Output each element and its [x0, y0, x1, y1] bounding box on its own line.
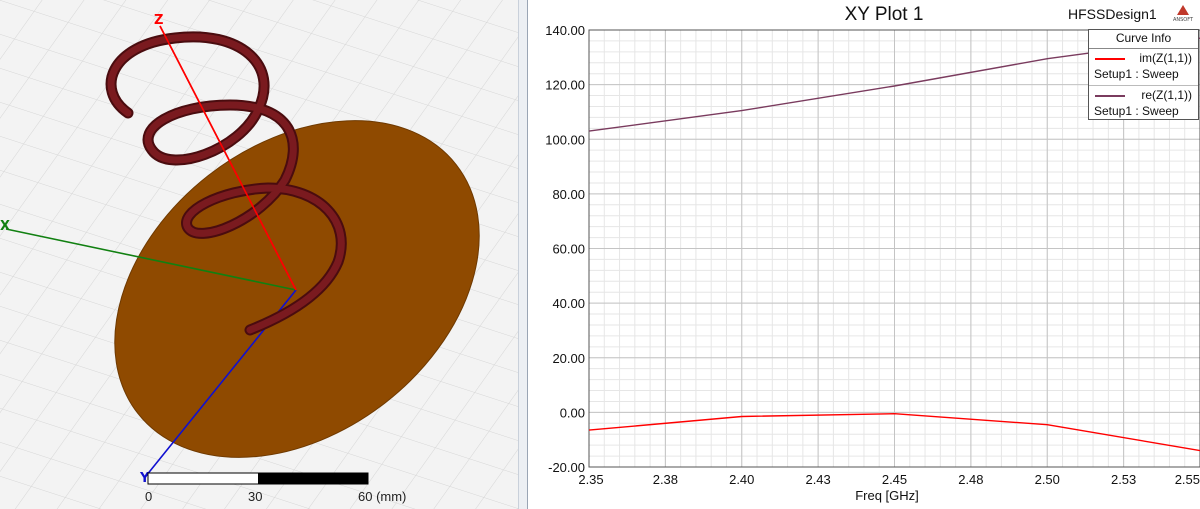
plot-grid: [588, 29, 1200, 468]
xy-plot-chart[interactable]: XY Plot 1 HFSSDesign1 ANSOFT 140.00 120.0…: [528, 0, 1200, 509]
scale-bar: [147, 472, 369, 485]
x-tick-label: 2.48: [958, 472, 983, 487]
svg-text:ANSOFT: ANSOFT: [1173, 17, 1194, 23]
legend-header: Curve Info: [1089, 30, 1198, 49]
scale-label-60: 60 (mm): [358, 489, 407, 504]
legend-entry-im[interactable]: im(Z(1,1)) Setup1 : Sweep: [1089, 49, 1198, 86]
x-axis-label: X: [0, 219, 10, 234]
y-tick-labels: 140.00 120.00 100.00 80.00 60.00 40.00 20.00 0.…: [545, 23, 585, 475]
plot-area-frame: [588, 29, 1200, 468]
xy-plot-window[interactable]: XY Plot 1 HFSSDesign1 ANSOFT 140.00 120.0…: [528, 0, 1200, 509]
y-tick-label: 60.00: [552, 242, 585, 257]
y-tick-label: 140.00: [545, 23, 585, 38]
x-tick-label: 2.35: [578, 472, 603, 487]
series-line-im-z11: [588, 412, 1200, 452]
x-tick-label: 2.53: [1111, 472, 1136, 487]
modeler-canvas[interactable]: Z X Y: [0, 0, 518, 509]
y-tick-label: 100.00: [545, 132, 585, 147]
legend-swatch-re: [1095, 95, 1125, 97]
y-tick-label: 0.00: [560, 405, 585, 420]
y-tick-label: 20.00: [552, 351, 585, 366]
x-tick-label: 2.40: [729, 472, 754, 487]
plot-title: XY Plot 1: [845, 4, 924, 25]
legend-entry-re[interactable]: re(Z(1,1)) Setup1 : Sweep: [1089, 86, 1198, 122]
y-axis-label: Y: [139, 471, 150, 486]
ansoft-logo: ANSOFT: [1173, 5, 1194, 23]
y-tick-label: -20.00: [548, 460, 585, 475]
curve-info-legend[interactable]: Curve Info im(Z(1,1)) Setup1 : Sweep re(…: [1088, 29, 1199, 120]
x-tick-label: 2.43: [805, 472, 830, 487]
helix-antenna[interactable]: [105, 31, 347, 336]
x-tick-label: 2.50: [1035, 472, 1060, 487]
x-tick-labels: 2.35 2.38 2.40 2.43 2.45 2.48 2.50 2.53 2.55: [578, 472, 1200, 487]
pane-splitter[interactable]: [518, 0, 528, 509]
z-axis-label: Z: [154, 13, 163, 28]
x-axis-title: Freq [GHz]: [855, 488, 919, 503]
legend-name-re: re(Z(1,1)): [1141, 88, 1192, 102]
legend-setup-im: Setup1 : Sweep: [1094, 67, 1179, 81]
y-tick-label: 80.00: [552, 187, 585, 202]
legend-setup-re: Setup1 : Sweep: [1094, 104, 1179, 118]
legend-swatch-im: [1095, 58, 1125, 60]
x-tick-label: 2.55: [1175, 472, 1200, 487]
x-axis: [5, 228, 297, 291]
legend-name-im: im(Z(1,1)): [1139, 51, 1192, 65]
design-name: HFSSDesign1: [1068, 6, 1157, 22]
z-axis-front: [159, 25, 297, 291]
x-tick-label: 2.45: [882, 472, 907, 487]
scale-label-30: 30: [248, 489, 263, 504]
scale-label-0: 0: [145, 489, 153, 504]
modeler-viewport[interactable]: Z X Y 0 30 60 (mm): [0, 0, 518, 509]
y-tick-label: 120.00: [545, 78, 585, 93]
y-tick-label: 40.00: [552, 296, 585, 311]
x-tick-label: 2.38: [653, 472, 678, 487]
